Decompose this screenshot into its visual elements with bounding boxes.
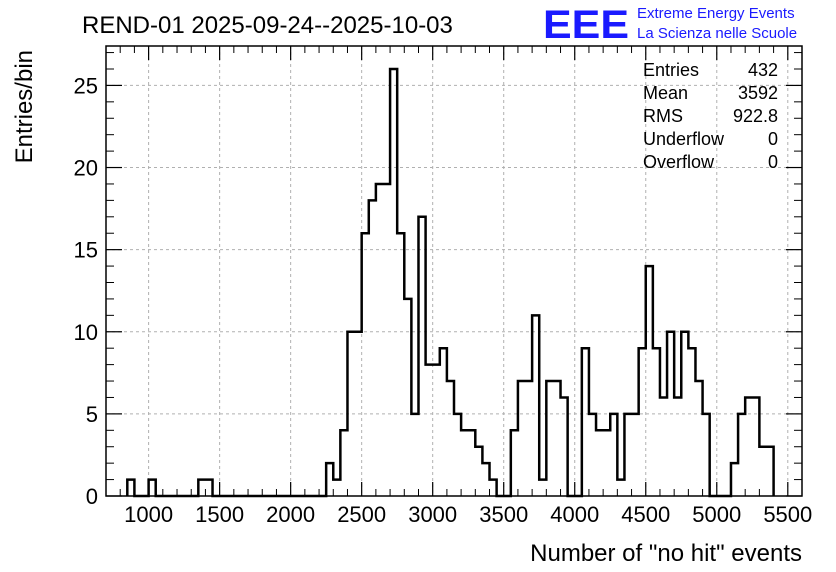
x-tick-label: 3000 — [408, 502, 457, 527]
plot-frame — [105, 45, 803, 497]
stat-label-mean: Mean — [643, 83, 688, 103]
y-axis-label: Entries/bin — [11, 50, 38, 163]
y-tick-label: 15 — [74, 238, 98, 263]
stat-value-mean: 3592 — [738, 83, 778, 103]
chart-title: REND-01 2025-09-24--2025-10-03 — [82, 12, 453, 39]
stat-value-rms: 922.8 — [733, 106, 778, 126]
stat-value-underflow: 0 — [768, 129, 778, 149]
x-tick-label: 5000 — [692, 502, 741, 527]
stat-label-rms: RMS — [643, 106, 683, 126]
stat-label-entries: Entries — [643, 60, 699, 80]
logo-mark: EEE — [543, 3, 629, 47]
y-tick-label: 25 — [74, 73, 98, 98]
x-tick-label: 5500 — [763, 502, 812, 527]
stat-value-entries: 432 — [748, 60, 778, 80]
tick-labels: 1000 1500 2000 2500 3000 3500 4000 4500 5000 5500… — [74, 73, 813, 527]
y-tick-label: 10 — [74, 320, 98, 345]
grid-lines — [106, 46, 802, 496]
stat-value-overflow: 0 — [768, 152, 778, 172]
x-tick-label: 4000 — [550, 502, 599, 527]
logo-line2: La Scienza nelle Scuole — [637, 25, 797, 42]
axis-ticks — [106, 46, 803, 497]
y-tick-label: 5 — [86, 402, 98, 427]
stat-label-underflow: Underflow — [643, 129, 725, 149]
x-tick-label: 4500 — [621, 502, 670, 527]
x-tick-label: 1000 — [124, 502, 173, 527]
x-tick-label: 2500 — [337, 502, 386, 527]
stats-box: Entries 432 Mean 3592 RMS 922.8 Underflo… — [643, 60, 778, 172]
eee-logo: EEE Extreme Energy Events La Scienza nel… — [543, 3, 797, 47]
stat-label-overflow: Overflow — [643, 152, 715, 172]
y-tick-label: 0 — [86, 484, 98, 509]
x-tick-label: 3500 — [479, 502, 528, 527]
x-tick-label: 2000 — [266, 502, 315, 527]
x-tick-label: 1500 — [195, 502, 244, 527]
logo-line1: Extreme Energy Events — [637, 5, 795, 22]
y-tick-label: 20 — [74, 156, 98, 181]
x-axis-label: Number of "no hit" events — [530, 540, 802, 567]
